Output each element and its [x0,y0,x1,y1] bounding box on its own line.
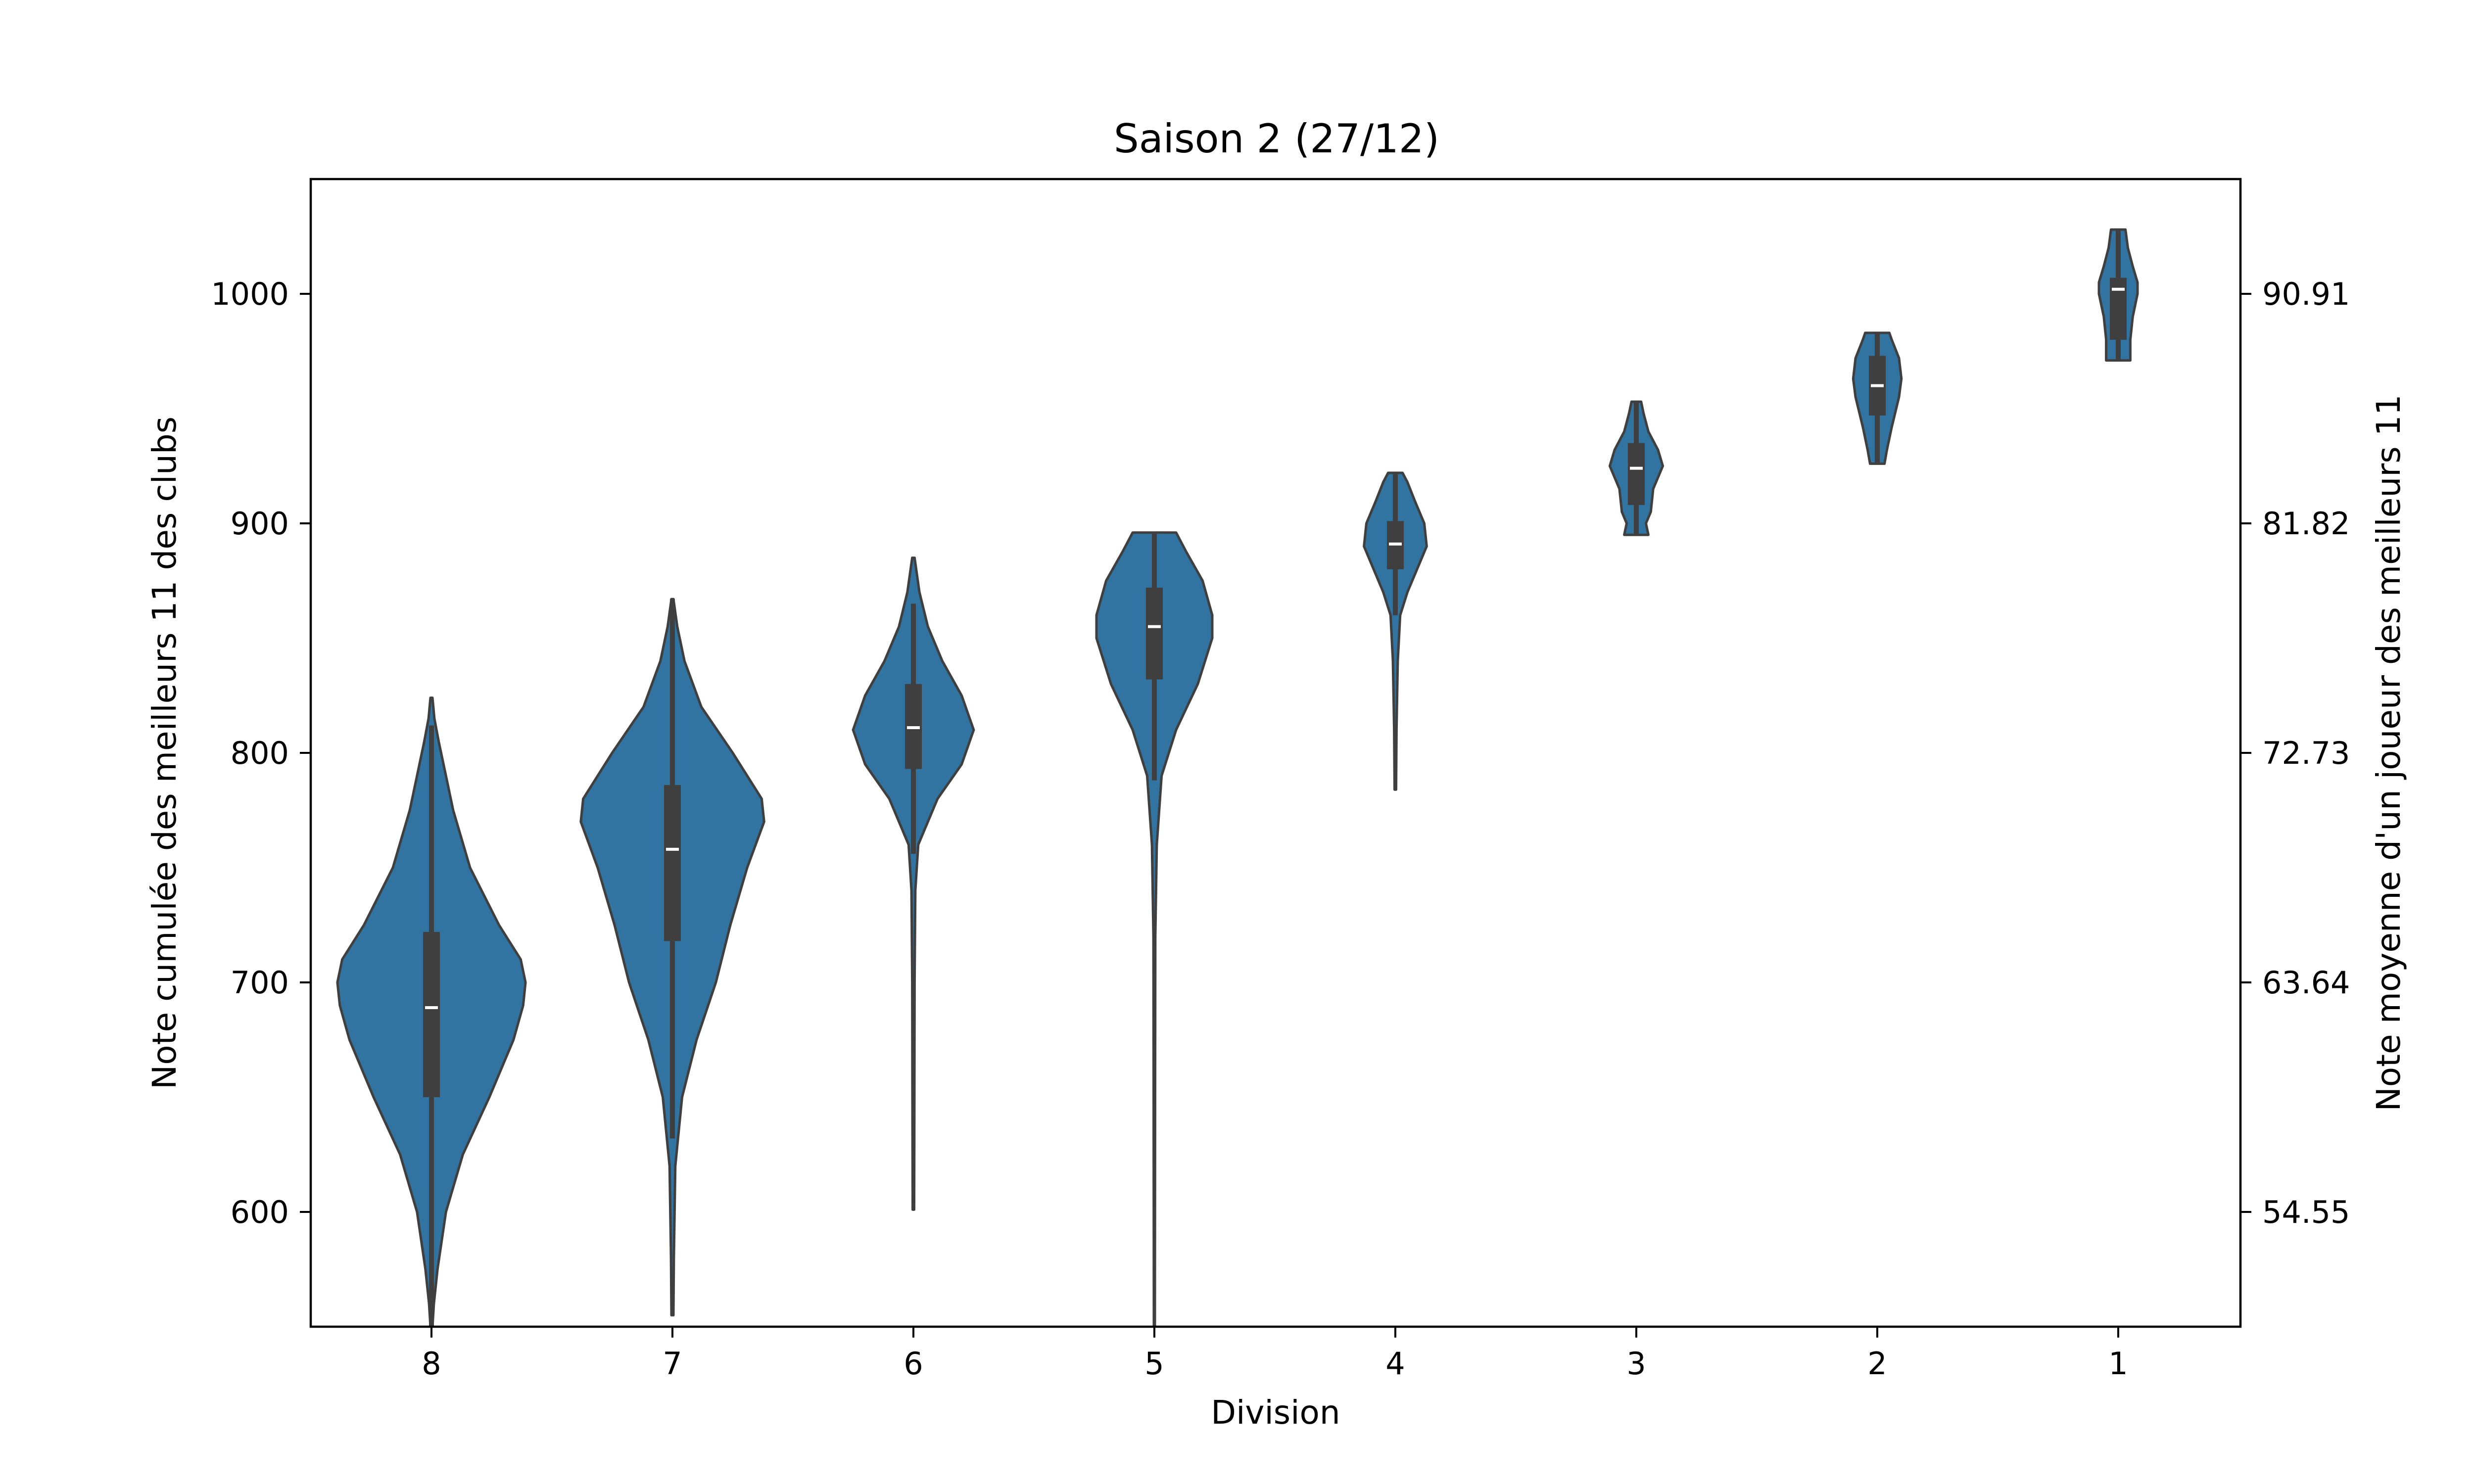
x-tick-label-8: 8 [422,1345,441,1382]
x-tick-label-3: 3 [1626,1345,1646,1382]
y-right-tick-label: 72.73 [2262,735,2350,771]
violin-iqr-box-7 [664,785,681,941]
violin-3 [1608,400,1665,536]
x-tick-label-2: 2 [1867,1345,1887,1382]
violin-7 [579,598,765,1317]
x-tick-label-4: 4 [1385,1345,1405,1382]
violin-2 [1852,331,1903,465]
y-left-tick-label: 800 [231,735,289,771]
y-left-tick-label: 1000 [211,276,289,312]
y-axis-right-label: Note moyenne d'un joueur des meilleurs 1… [2370,394,2408,1111]
y-left-tick-label: 900 [231,506,289,542]
x-tick-label-7: 7 [663,1345,682,1382]
chart-title: Saison 2 (27/12) [1114,116,1439,162]
x-tick-label-6: 6 [904,1345,923,1382]
violin-iqr-box-3 [1628,443,1645,505]
violin-5 [1095,531,1214,1328]
y-right-tick-label: 90.91 [2262,276,2350,312]
violin-body-4 [1363,471,1428,791]
violin-1 [2097,228,2139,362]
violins-group [336,228,2139,1328]
x-axis-ticks: 8 7 6 5 4 3 2 1 [422,1327,2128,1382]
x-tick-label-5: 5 [1144,1345,1164,1382]
x-tick-label-1: 1 [2108,1345,2128,1382]
plot-area-frame [309,178,2242,1328]
y-left-tick-label: 600 [231,1194,289,1230]
violin-iqr-box-1 [2110,278,2127,340]
y-left-tick-label: 700 [231,965,289,1001]
y-axis-right-ticks: 54.55 63.64 72.73 81.82 90.91 [2240,276,2350,1230]
violin-iqr-box-5 [1146,587,1163,680]
violin-body-6 [852,556,975,1211]
y-axis-left-label: Note cumulée des meilleurs 11 des clubs [145,417,184,1089]
y-right-tick-label: 81.82 [2262,506,2350,542]
violin-iqr-box-8 [423,931,440,1097]
y-axis-left-ticks: 600 700 800 900 1000 [211,276,311,1230]
violin-body-5 [1095,531,1214,1328]
violin-8 [336,696,527,1328]
violin-6 [852,556,975,1211]
y-right-tick-label: 54.55 [2262,1194,2350,1230]
x-axis-label: Division [1211,1393,1340,1432]
violin-4 [1363,471,1428,791]
y-right-tick-label: 63.64 [2262,965,2350,1001]
